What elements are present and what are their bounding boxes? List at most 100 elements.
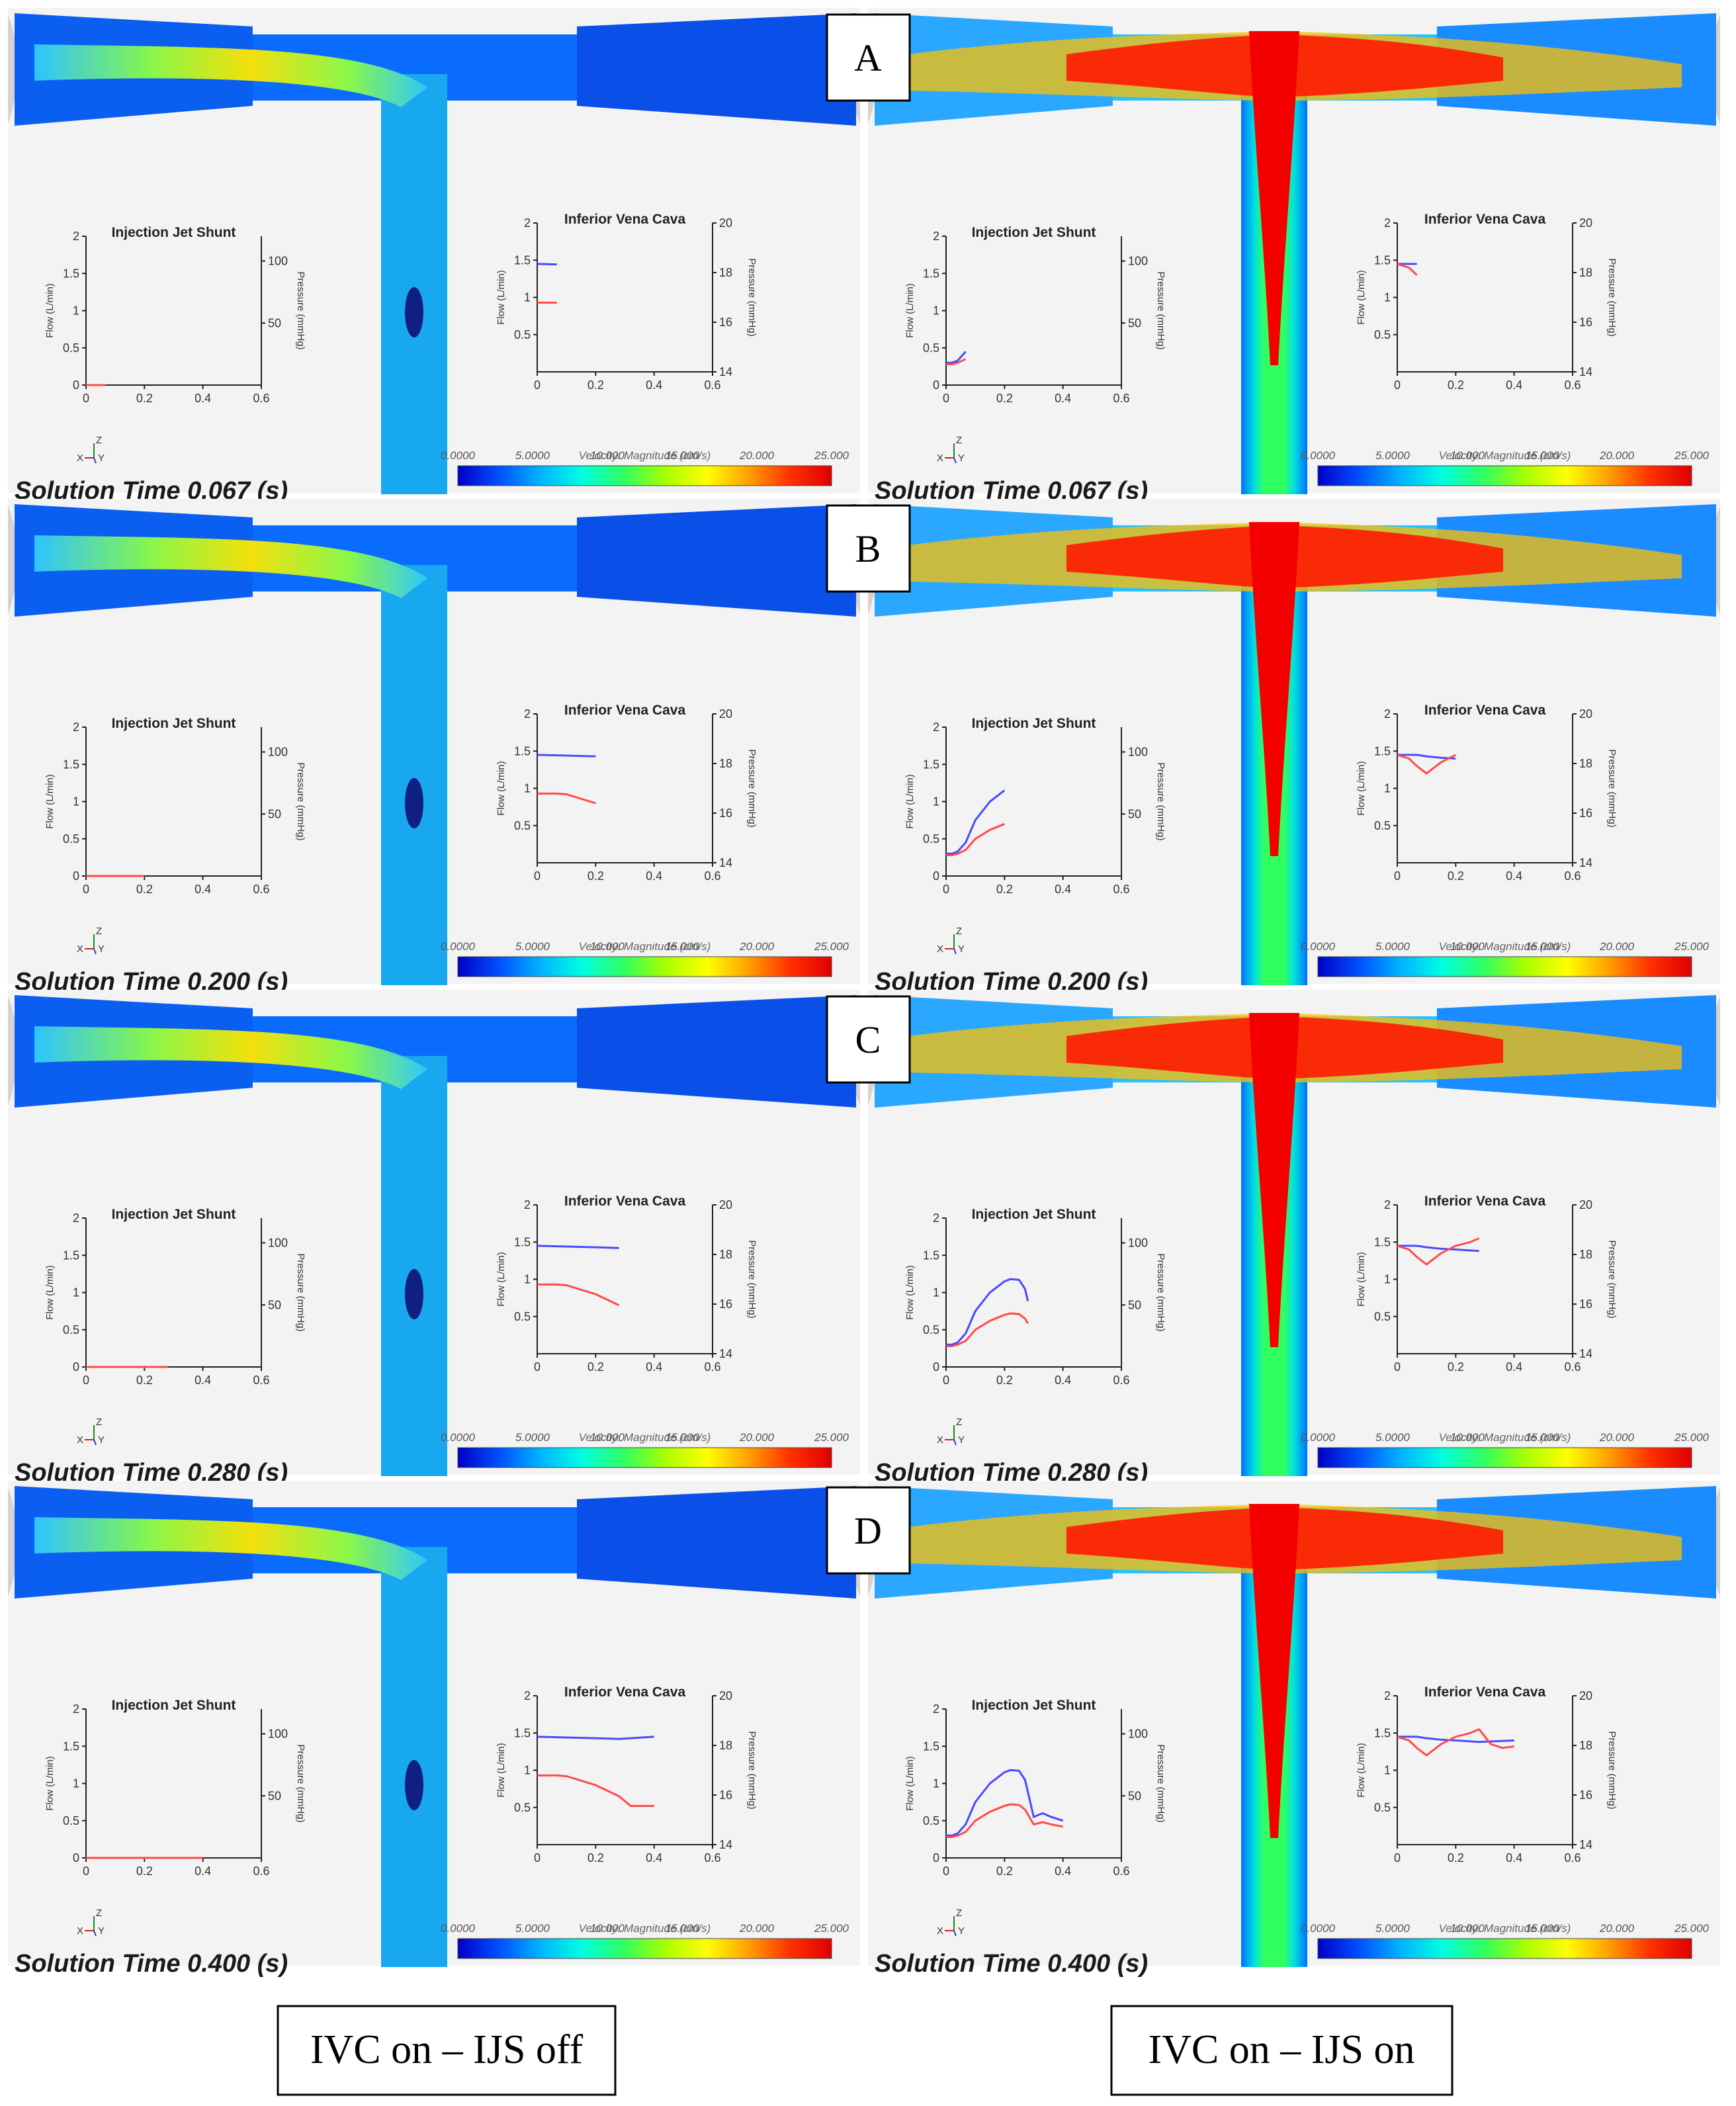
axis-triad-off: Z X Y (77, 1908, 105, 1937)
injection-jet-shunt-chart-on-ylabel-left: Flow (L/min) (904, 774, 916, 829)
colorbar-title: Velocity: Magnitude (cm/s) (1439, 449, 1571, 462)
colorbar-tick-label: 20.000 (1599, 449, 1635, 462)
injection-jet-shunt-chart-on-ytick-left-label: 2 (933, 1211, 939, 1225)
injection-jet-shunt-chart-off-ytick-left-label: 0.5 (63, 1814, 79, 1827)
inferior-vena-cava-chart-on-xtick-label: 0.4 (1506, 1360, 1522, 1374)
triad-label-y: Y (98, 943, 105, 955)
panel-label-box (826, 504, 911, 593)
injection-jet-shunt-chart-on-ytick-left-label: 2 (933, 230, 939, 243)
injection-jet-shunt-chart-on-ylabel-left: Flow (L/min) (904, 1756, 916, 1811)
injection-jet-shunt-chart-on-ytick-right-label: 100 (1128, 1237, 1148, 1250)
inferior-vena-cava-chart-off: Inferior Vena Cava 0 0.2 0.4 0.6 0.5 1 1.5 2 14 16… (496, 212, 758, 392)
inferior-vena-cava-chart-off-ytick-right-label: 14 (719, 856, 732, 869)
condition-label-ijs-off: IVC on – IJS off (310, 2027, 584, 2072)
velocity-colorbar-on: Velocity: Magnitude (cm/s) 0.0000 5.0000 10… (1301, 449, 1710, 486)
injection-jet-shunt-chart-on-xtick-label: 0 (943, 1374, 949, 1387)
axis-triad-on: Z X Y (937, 1908, 965, 1937)
triad-label-z: Z (956, 1417, 962, 1428)
inferior-vena-cava-chart-off-xtick-label: 0.4 (646, 378, 662, 392)
triad-label-z: Z (96, 1908, 102, 1919)
vertical-stem (381, 565, 447, 985)
triad-axis-y (93, 1439, 97, 1446)
inferior-vena-cava-chart-on-xtick-label: 0.2 (1448, 1360, 1464, 1374)
injection-jet-shunt-chart-off-ytick-right-label: 100 (268, 1728, 288, 1741)
inferior-vena-cava-chart-on-ytick-right-label: 20 (1579, 1198, 1592, 1211)
injection-jet-shunt-chart-off-xtick-label: 0 (83, 1865, 89, 1878)
injection-jet-shunt-chart-off-ytick-left-label: 0 (73, 378, 79, 392)
inferior-vena-cava-chart-off-ytick-left-label: 2 (524, 216, 531, 230)
inferior-vena-cava-chart-off-xtick-label: 0.4 (646, 1360, 662, 1374)
panel-b: Injection Jet Shunt 0 0.2 0.4 0.6 0 0.5 1 1.5 2 50… (8, 499, 1720, 996)
injection-jet-shunt-chart-off-xtick-label: 0.4 (195, 392, 211, 405)
inferior-vena-cava-chart-on-title: Inferior Vena Cava (1424, 1194, 1546, 1209)
colorbar-tick-label: 20.000 (739, 1431, 775, 1444)
injection-jet-shunt-chart-on-ytick-left-label: 1.5 (923, 1249, 939, 1262)
injection-jet-shunt-chart-off-ytick-left-label: 0 (73, 869, 79, 883)
injection-jet-shunt-chart-off-ytick-left-label: 0 (73, 1851, 79, 1865)
inferior-vena-cava-chart-off-xtick-label: 0.4 (646, 1851, 662, 1865)
inferior-vena-cava-chart-on-xtick-label: 0.4 (1506, 869, 1522, 883)
triad-axis-y (953, 1439, 957, 1446)
colorbar-tick-label: 20.000 (739, 940, 775, 953)
colorbar-tick-label: 0.0000 (1301, 1922, 1336, 1935)
injection-jet-shunt-chart-off-xtick-label: 0 (83, 883, 89, 896)
inferior-vena-cava-chart-on-xtick-label: 0 (1394, 869, 1401, 883)
colorbar-tick-label: 20.000 (1599, 1431, 1635, 1444)
injection-jet-shunt-chart-on: Injection Jet Shunt 0 0.2 0.4 0.6 0 0.5 1 1.5 2 50… (904, 1698, 1166, 1878)
colorbar-tick-label: 25.000 (814, 1922, 849, 1935)
vertical-stem (381, 74, 447, 494)
injection-jet-shunt-chart-off-ytick-left-label: 1 (73, 795, 79, 809)
inferior-vena-cava-chart-off: Inferior Vena Cava 0 0.2 0.4 0.6 0.5 1 1.5 2 14 16… (496, 1685, 758, 1865)
inferior-vena-cava-chart-on-ytick-right-label: 20 (1579, 707, 1592, 721)
inferior-vena-cava-chart-on-ytick-right-label: 14 (1579, 365, 1592, 378)
injection-jet-shunt-chart-off-xtick-label: 0 (83, 1374, 89, 1387)
injection-jet-shunt-chart-on-ytick-left-label: 0.5 (923, 832, 939, 846)
jet-stream (34, 44, 427, 107)
injection-jet-shunt-chart-on-xtick-label: 0.4 (1055, 1374, 1071, 1387)
inferior-vena-cava-chart-off-ylabel-right: Pressure (mmHg) (746, 1240, 758, 1318)
colorbar-title: Velocity: Magnitude (cm/s) (579, 449, 711, 462)
injection-jet-shunt-chart-off-ytick-left-label: 1.5 (63, 1739, 79, 1753)
triad-label-y: Y (958, 1925, 965, 1937)
injection-jet-shunt-chart-off-ytick-left-label: 2 (73, 1211, 79, 1225)
panel-label-box (826, 1486, 911, 1575)
inferior-vena-cava-chart-off-ytick-right-label: 20 (719, 216, 732, 230)
injection-jet-shunt-chart-on-xtick-label: 0.6 (1113, 883, 1129, 896)
colorbar-tick-label: 5.0000 (1375, 1431, 1410, 1444)
inferior-vena-cava-chart-off-ytick-right-label: 18 (719, 757, 732, 770)
injection-jet-shunt-chart-off-xtick-label: 0.4 (195, 883, 211, 896)
colorbar-tick-label: 15.000 (1525, 449, 1560, 462)
injection-jet-shunt-chart-off-xtick-label: 0.6 (253, 1865, 269, 1878)
panel-label: A (854, 36, 882, 79)
colorbar-tick-label: 20.000 (1599, 940, 1635, 953)
injection-jet (1249, 1013, 1299, 1347)
inferior-vena-cava-chart-off-pressure-line (537, 1283, 620, 1307)
inferior-vena-cava-chart-off-ytick-left-label: 1 (524, 1273, 531, 1286)
injection-jet-shunt-chart-on-xtick-label: 0.4 (1055, 392, 1071, 405)
inferior-vena-cava-chart-off-ylabel-left: Flow (L/min) (496, 1743, 507, 1798)
panel-label: D (854, 1509, 882, 1552)
inferior-vena-cava-chart-off-ylabel-left: Flow (L/min) (496, 761, 507, 816)
injection-jet-shunt-chart-off-ytick-left-label: 0.5 (63, 341, 79, 355)
geometry-ijs-off (8, 990, 860, 1476)
axis-triad-off: Z X Y (77, 926, 105, 955)
panel-label: C (855, 1018, 881, 1061)
inferior-vena-cava-chart-off-ytick-left-label: 2 (524, 707, 531, 721)
injection-jet-shunt-chart-off-ylabel-right: Pressure (mmHg) (295, 271, 306, 349)
injection-jet-shunt-chart-on-ylabel-left: Flow (L/min) (904, 283, 916, 338)
panel-label-box (826, 995, 911, 1084)
triad-label-z: Z (956, 926, 962, 937)
inferior-vena-cava-chart-off-title: Inferior Vena Cava (564, 1685, 686, 1700)
inferior-vena-cava-chart-on-ytick-left-label: 1 (1384, 291, 1391, 304)
colorbar-tick-label: 5.0000 (515, 449, 550, 462)
triad-axis-y (93, 948, 97, 955)
colorbar-tick-label: 15.000 (1525, 940, 1560, 953)
injection-jet-shunt-chart-off-xtick-label: 0.2 (136, 1374, 153, 1387)
colorbar-tick-label: 0.0000 (441, 449, 476, 462)
axis-triad-on: Z X Y (937, 926, 965, 955)
inferior-vena-cava-chart-off-ytick-left-label: 1 (524, 782, 531, 795)
inferior-vena-cava-chart-on-ylabel-left: Flow (L/min) (1356, 1743, 1367, 1798)
injection-jet-shunt-chart-on: Injection Jet Shunt 0 0.2 0.4 0.6 0 0.5 1 1.5 2 50… (904, 1207, 1166, 1387)
injection-jet-shunt-chart-on-xtick-label: 0.2 (996, 883, 1013, 896)
colorbar-gradient (457, 465, 832, 486)
